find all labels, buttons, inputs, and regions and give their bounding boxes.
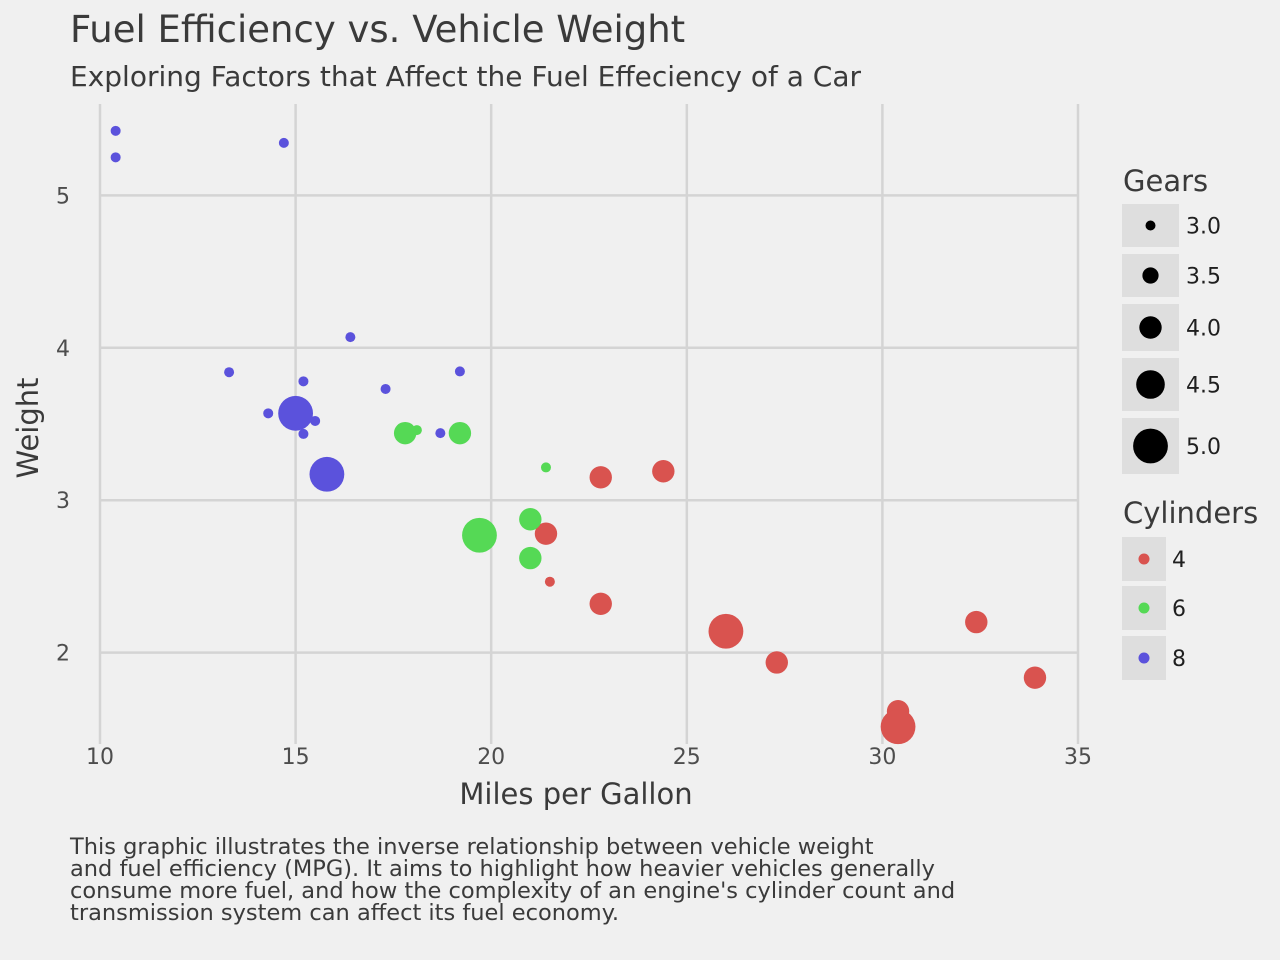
y-tick-label: 3 — [56, 489, 70, 514]
color-legend-symbol — [1138, 602, 1150, 614]
y-axis-ticks: 2 3 4 5 — [56, 184, 70, 666]
caption-line-4: transmission system can affect its fuel … — [70, 900, 619, 926]
data-point — [393, 421, 417, 445]
grid — [98, 104, 1080, 744]
data-point — [540, 462, 551, 473]
data-point — [345, 332, 356, 343]
data-point — [544, 576, 555, 587]
color-legend-symbol — [1138, 652, 1150, 664]
data-point — [298, 376, 309, 387]
caption-line-3: consume more fuel, and how the complexit… — [70, 878, 955, 904]
data-point — [534, 522, 558, 545]
caption-line-1: This graphic illustrates the inverse rel… — [69, 834, 874, 860]
x-tick-label: 15 — [282, 745, 310, 770]
size-legend-title: Gears — [1123, 164, 1208, 198]
data-points — [110, 125, 1047, 745]
caption: This graphic illustrates the inverse rel… — [69, 834, 955, 926]
legend: Gears Cylinders 3.0 3.5 4.0 4.5 5.0 4 6 8 — [1122, 164, 1258, 680]
color-legend-symbol — [1138, 553, 1150, 565]
data-point — [652, 460, 675, 483]
x-axis-ticks: 10 15 20 25 30 35 — [86, 745, 1092, 770]
color-legend-label: 6 — [1172, 597, 1186, 622]
y-axis-title: Weight — [11, 377, 45, 478]
x-tick-label: 30 — [868, 745, 896, 770]
y-tick-label: 4 — [56, 337, 70, 362]
y-tick-label: 5 — [56, 184, 70, 209]
data-point — [589, 466, 612, 489]
chart-title: Fuel Efficiency vs. Vehicle Weight — [70, 8, 685, 51]
data-point — [110, 152, 121, 163]
data-point — [1023, 666, 1047, 689]
data-point — [519, 508, 542, 531]
size-legend-label: 4.0 — [1186, 317, 1221, 342]
caption-line-2: and fuel efficiency (MPG). It aims to hi… — [70, 856, 935, 882]
x-tick-label: 20 — [477, 745, 505, 770]
size-legend-label: 4.5 — [1186, 374, 1221, 399]
y-tick-label: 2 — [56, 642, 70, 667]
data-point — [263, 408, 274, 419]
data-point — [765, 651, 788, 674]
size-legend-symbol — [1136, 370, 1165, 399]
data-point — [278, 395, 313, 431]
x-tick-label: 10 — [86, 745, 114, 770]
size-legend-symbol — [1139, 316, 1162, 339]
data-point — [448, 421, 472, 445]
x-tick-label: 25 — [673, 745, 701, 770]
data-point — [462, 517, 497, 553]
data-point — [110, 125, 121, 136]
size-legend-symbol — [1145, 220, 1156, 231]
data-point — [519, 546, 542, 570]
chart-subtitle: Exploring Factors that Affect the Fuel E… — [70, 60, 862, 93]
size-legend-symbol — [1142, 267, 1159, 284]
size-legend-label: 3.0 — [1186, 215, 1221, 240]
data-point — [708, 613, 744, 649]
color-legend-label: 4 — [1172, 548, 1186, 573]
data-point — [278, 137, 289, 148]
data-point — [224, 367, 235, 378]
data-point — [309, 456, 345, 492]
data-point — [454, 366, 465, 377]
color-legend-title: Cylinders — [1123, 496, 1258, 530]
data-point — [380, 383, 391, 394]
data-point — [310, 415, 321, 426]
data-point — [298, 428, 309, 439]
size-legend-symbol — [1133, 428, 1168, 464]
x-tick-label: 35 — [1064, 745, 1092, 770]
data-point — [589, 592, 612, 616]
data-point — [435, 428, 446, 439]
data-point — [965, 610, 988, 634]
size-legend-label: 5.0 — [1186, 435, 1221, 460]
x-axis-title: Miles per Gallon — [459, 777, 692, 811]
data-point — [880, 709, 916, 745]
color-legend-label: 8 — [1172, 647, 1186, 672]
size-legend-label: 3.5 — [1186, 265, 1221, 290]
